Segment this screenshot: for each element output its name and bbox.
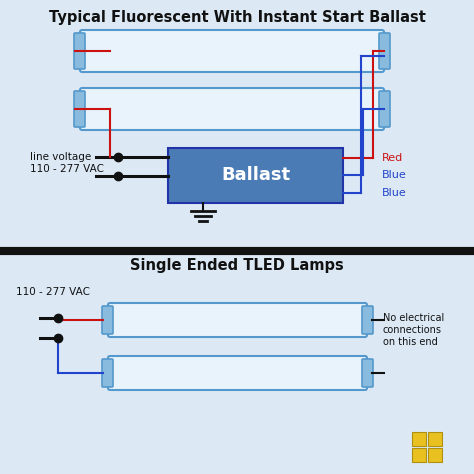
FancyBboxPatch shape [102, 359, 113, 387]
Bar [428, 448, 442, 462]
FancyBboxPatch shape [362, 306, 373, 334]
FancyBboxPatch shape [379, 33, 390, 69]
FancyBboxPatch shape [362, 359, 373, 387]
Text: Single Ended TLED Lamps: Single Ended TLED Lamps [130, 258, 344, 273]
FancyBboxPatch shape [80, 30, 384, 72]
Text: line voltage
110 - 277 VAC: line voltage 110 - 277 VAC [30, 152, 104, 174]
Text: 110 - 277 VAC: 110 - 277 VAC [16, 287, 90, 297]
Bar [412, 432, 426, 446]
Bar [0, 253, 474, 474]
Text: Typical Fluorescent With Instant Start Ballast: Typical Fluorescent With Instant Start B… [48, 10, 426, 25]
FancyBboxPatch shape [102, 306, 113, 334]
Bar [428, 432, 442, 446]
FancyBboxPatch shape [108, 356, 367, 390]
Text: No electrical
connections
on this end: No electrical connections on this end [383, 313, 444, 346]
FancyBboxPatch shape [74, 91, 85, 127]
FancyBboxPatch shape [379, 91, 390, 127]
Text: Ballast: Ballast [221, 166, 290, 184]
FancyBboxPatch shape [74, 33, 85, 69]
Bar [0, 0, 474, 248]
Text: Red: Red [382, 153, 403, 163]
Text: Blue: Blue [382, 188, 407, 198]
Bar [168, 148, 343, 203]
Text: Blue: Blue [382, 170, 407, 180]
FancyBboxPatch shape [80, 88, 384, 130]
Bar [412, 448, 426, 462]
FancyBboxPatch shape [108, 303, 367, 337]
